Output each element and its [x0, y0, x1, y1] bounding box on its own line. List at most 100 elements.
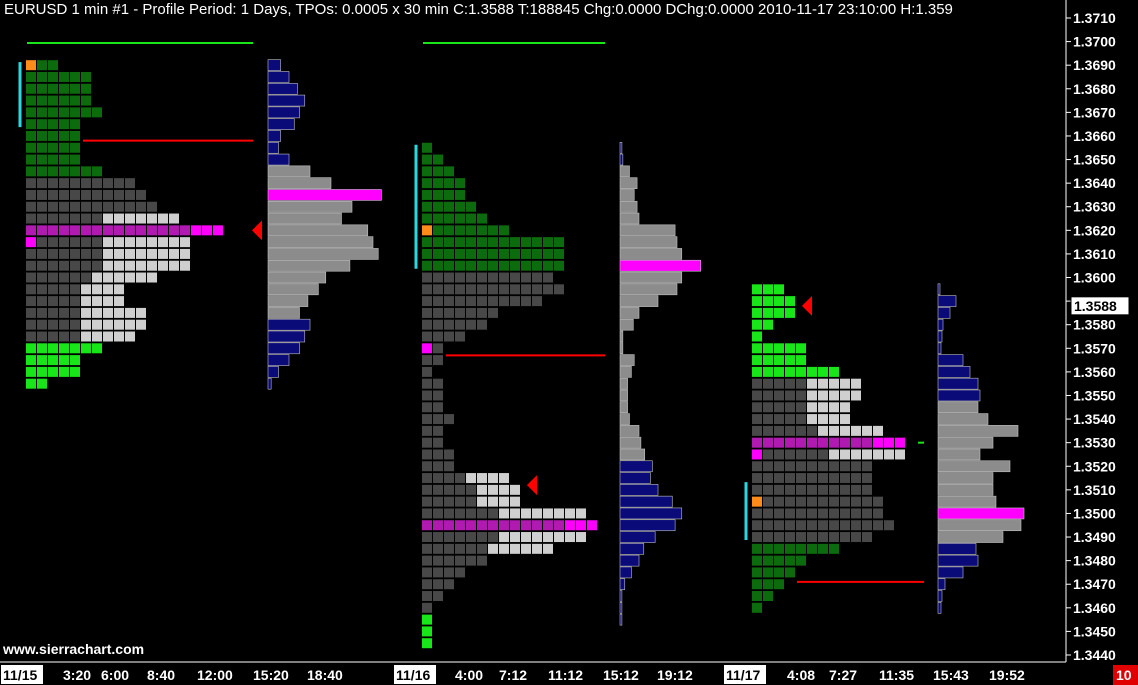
tpo-cell — [158, 237, 168, 248]
tpo-cell — [796, 496, 806, 507]
volume-bar — [619, 318, 634, 331]
tpo-cell — [763, 284, 773, 295]
tpo-cell — [873, 437, 883, 448]
tpo-cell — [466, 520, 476, 531]
tpo-cell — [37, 343, 47, 354]
tpo-cell — [433, 307, 443, 318]
tpo-cell — [818, 508, 828, 519]
tpo-cell — [59, 237, 69, 248]
tpo-cell — [81, 237, 91, 248]
tpo-cell — [466, 296, 476, 307]
tpo-cell — [532, 237, 542, 248]
volume-bar — [937, 472, 994, 484]
tpo-cell — [422, 496, 432, 507]
tpo-cell — [488, 307, 498, 318]
tpo-cell — [422, 437, 432, 448]
tpo-cell — [796, 473, 806, 484]
tpo-cell — [796, 366, 806, 377]
tpo-cell — [521, 237, 531, 248]
tpo-cell — [455, 473, 465, 484]
volume-bar — [267, 271, 327, 284]
tpo-cell — [59, 331, 69, 342]
date-label-bg — [1, 665, 43, 684]
time-label: 15:43 — [933, 667, 969, 683]
tpo-cell — [477, 248, 487, 259]
corner-badge-bg — [1113, 665, 1138, 685]
tpo-cell — [455, 508, 465, 519]
tpo-cell — [752, 437, 762, 448]
tpo-cell — [422, 178, 432, 189]
tpo-cell — [851, 449, 861, 460]
tpo-cell — [873, 508, 883, 519]
tpo-cell — [422, 260, 432, 271]
tpo-cell — [48, 142, 58, 153]
tpo-cell — [422, 366, 432, 377]
price-tick-label: 1.3490 — [1073, 529, 1116, 545]
tpo-cell — [499, 520, 509, 531]
tpo-cell — [59, 343, 69, 354]
tpo-cell — [136, 319, 146, 330]
price-tick-label: 1.3570 — [1073, 340, 1116, 356]
tpo-cell — [807, 532, 817, 543]
tpo-cell — [884, 437, 894, 448]
tpo-cell — [752, 319, 762, 330]
tpo-cell — [92, 343, 102, 354]
tpo-cell — [59, 296, 69, 307]
volume-bar — [619, 543, 645, 555]
tpo-cell — [829, 508, 839, 519]
tpo-cell — [92, 225, 102, 236]
tpo-cell — [554, 508, 564, 519]
volume-bar — [937, 543, 977, 555]
tpo-cell — [444, 237, 454, 248]
tpo-cell — [488, 543, 498, 554]
tpo-cell — [48, 166, 58, 177]
tpo-cell — [444, 579, 454, 590]
tpo-cell — [840, 378, 850, 389]
tpo-cell — [763, 402, 773, 413]
tpo-cell — [752, 543, 762, 554]
tpo-cell — [532, 272, 542, 283]
tpo-cell — [26, 343, 36, 354]
tpo-cell — [796, 555, 806, 566]
tpo-marker-triangle — [527, 475, 537, 496]
tpo-cell — [433, 378, 443, 389]
tpo-cell — [70, 142, 80, 153]
tpo-cell — [48, 107, 58, 118]
tpo-cell — [26, 107, 36, 118]
tpo-cell — [37, 201, 47, 212]
tpo-cell — [59, 366, 69, 377]
tpo-cell — [59, 71, 69, 82]
tpo-cell — [70, 260, 80, 271]
tpo-cell — [59, 284, 69, 295]
tpo-cell — [477, 555, 487, 566]
tpo-cell — [796, 378, 806, 389]
tpo-cell — [70, 237, 80, 248]
tpo-cell — [488, 484, 498, 495]
tpo-cell — [433, 178, 443, 189]
tpo-cell — [752, 378, 762, 389]
tpo-cell — [26, 225, 36, 236]
volume-bar — [619, 236, 678, 248]
tpo-cell — [532, 532, 542, 543]
tpo-cell — [92, 307, 102, 318]
tpo-cell — [576, 520, 586, 531]
tpo-cell — [59, 178, 69, 189]
volume-bar — [937, 342, 942, 355]
volume-bar — [619, 307, 640, 319]
tpo-cell — [829, 402, 839, 413]
tpo-cell — [444, 496, 454, 507]
tpo-cell — [169, 248, 179, 259]
tpo-cell — [818, 414, 828, 425]
tpo-cell — [48, 189, 58, 200]
tpo-cell — [763, 532, 773, 543]
date-label: 11/15 — [3, 667, 37, 683]
price-tick-label: 1.3620 — [1073, 222, 1116, 238]
tpo-cell — [158, 260, 168, 271]
tpo-cell — [26, 95, 36, 106]
tpo-cell — [466, 508, 476, 519]
volume-bar — [619, 330, 624, 343]
tpo-cell — [829, 449, 839, 460]
volume-bar — [937, 566, 964, 579]
